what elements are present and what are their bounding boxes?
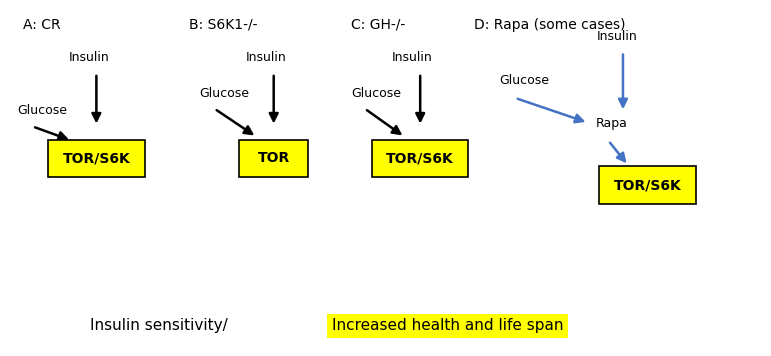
Text: Glucose: Glucose: [500, 74, 550, 87]
FancyBboxPatch shape: [600, 167, 695, 204]
FancyBboxPatch shape: [48, 140, 145, 177]
FancyBboxPatch shape: [239, 140, 308, 177]
Text: Glucose: Glucose: [199, 87, 249, 100]
Text: Insulin sensitivity/: Insulin sensitivity/: [89, 318, 227, 333]
Text: C: GH-/-: C: GH-/-: [351, 18, 405, 32]
Text: TOR/S6K: TOR/S6K: [386, 151, 454, 166]
Text: Increased health and life span: Increased health and life span: [332, 318, 563, 333]
FancyBboxPatch shape: [372, 140, 469, 177]
Text: A: CR: A: CR: [23, 18, 61, 32]
Text: D: Rapa (some cases): D: Rapa (some cases): [474, 18, 625, 32]
Text: Insulin: Insulin: [246, 51, 286, 64]
Text: Glucose: Glucose: [351, 87, 401, 100]
Text: TOR/S6K: TOR/S6K: [614, 178, 682, 192]
Text: Insulin: Insulin: [392, 51, 433, 64]
Text: Insulin: Insulin: [597, 30, 637, 43]
Text: TOR/S6K: TOR/S6K: [62, 151, 130, 166]
Text: Insulin: Insulin: [69, 51, 109, 64]
Text: TOR: TOR: [258, 151, 290, 166]
Text: B: S6K1-/-: B: S6K1-/-: [189, 18, 258, 32]
Text: Glucose: Glucose: [17, 104, 67, 117]
Text: Rapa: Rapa: [596, 117, 628, 130]
